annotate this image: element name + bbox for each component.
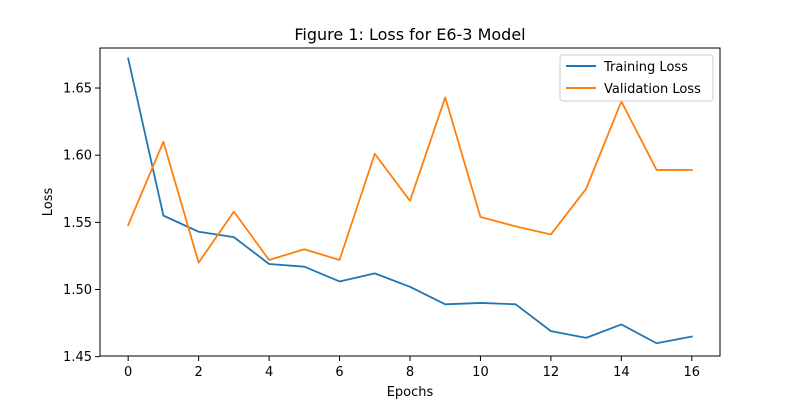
chart-title: Figure 1: Loss for E6-3 Model [294,25,525,44]
y-axis-label: Loss [41,188,56,217]
y-tick-label: 1.55 [63,216,92,231]
series-line-training-loss [127,57,693,345]
x-tick-label: 10 [472,365,489,380]
y-tick-label: 1.60 [63,149,92,164]
y-axis: 1.45 1.50 1.55 1.60 1.65 [63,82,100,365]
legend-label-training-loss: Training Loss [603,60,688,75]
y-tick-label: 1.45 [63,350,92,365]
legend-box [559,54,714,102]
x-tick-label: 12 [543,365,560,380]
x-tick-label: 14 [613,365,630,380]
x-tick-label: 2 [194,365,202,380]
x-tick-label: 0 [124,365,132,380]
x-tick-label: 16 [684,365,701,380]
y-tick-label: 1.50 [63,283,92,298]
legend: Training Loss Validation Loss [559,54,714,102]
x-axis-label: Epochs [387,385,434,400]
y-tick-label: 1.65 [63,82,92,97]
x-tick-label: 8 [406,365,414,380]
series-layer [127,57,693,345]
x-tick-label: 6 [335,365,343,380]
x-axis: 0 2 4 6 8 10 12 14 16 [124,356,700,380]
legend-label-validation-loss: Validation Loss [604,82,701,97]
series-line-validation-loss [127,96,693,264]
x-tick-label: 4 [265,365,273,380]
